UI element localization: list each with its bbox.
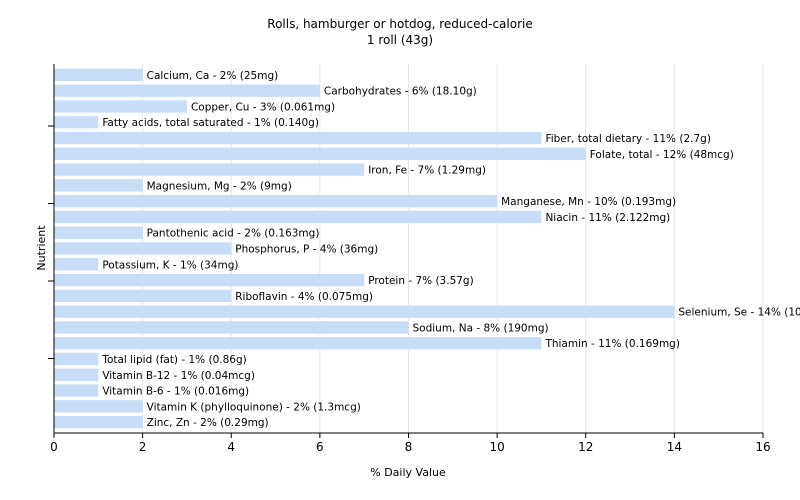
bar	[54, 305, 675, 318]
bar-label: Folate, total - 12% (48mcg)	[590, 149, 734, 161]
bar-label: Iron, Fe - 7% (1.29mg)	[368, 165, 486, 177]
y-axis-title: Nutrient	[35, 225, 48, 271]
x-axis-title: % Daily Value	[370, 466, 446, 479]
bar	[54, 352, 99, 366]
bar	[54, 368, 99, 381]
x-tick-label: 2	[139, 440, 147, 454]
bar-label: Vitamin B-12 - 1% (0.04mcg)	[102, 370, 255, 382]
bar-label: Riboflavin - 4% (0.075mg)	[235, 291, 373, 303]
bar	[54, 84, 320, 97]
bar-label: Sodium, Na - 8% (190mg)	[413, 322, 549, 334]
bar-label: Vitamin B-6 - 1% (0.016mg)	[102, 386, 249, 398]
bar-label: Copper, Cu - 3% (0.061mg)	[191, 101, 335, 113]
bar-label: Vitamin K (phylloquinone) - 2% (1.3mcg)	[147, 401, 361, 413]
bars	[54, 68, 675, 429]
bar-label: Thiamin - 11% (0.169mg)	[544, 338, 680, 350]
bar	[54, 400, 143, 413]
bar	[54, 147, 586, 160]
chart-title-block: Rolls, hamburger or hotdog, reduced-calo…	[0, 16, 800, 48]
x-tick-label: 4	[227, 440, 235, 454]
chart-title: Rolls, hamburger or hotdog, reduced-calo…	[267, 17, 533, 31]
bar	[54, 337, 542, 350]
bar-label: Selenium, Se - 14% (10.1mcg)	[678, 307, 800, 319]
bar-label: Magnesium, Mg - 2% (9mg)	[147, 180, 292, 192]
bar-label: Manganese, Mn - 10% (0.193mg)	[501, 196, 676, 208]
bar-label: Fatty acids, total saturated - 1% (0.140…	[102, 117, 319, 129]
bar	[54, 163, 365, 176]
bar-label: Niacin - 11% (2.122mg)	[545, 212, 670, 224]
bar-label: Total lipid (fat) - 1% (0.86g)	[101, 354, 246, 366]
bar	[54, 100, 187, 113]
x-tick-label: 16	[755, 440, 770, 454]
bar	[54, 210, 542, 224]
bar	[54, 116, 99, 129]
x-tick-label: 6	[316, 440, 324, 454]
x-tick-label: 14	[667, 440, 682, 454]
x-tick-label: 0	[50, 440, 58, 454]
bar	[54, 68, 143, 82]
chart-subtitle: 1 roll (43g)	[366, 33, 434, 47]
bar	[54, 321, 409, 334]
bar	[54, 273, 365, 287]
x-tick-label: 12	[578, 440, 593, 454]
bar-labels: Calcium, Ca - 2% (25mg) Carbohydrates - 6…	[101, 70, 800, 429]
bar-label: Carbohydrates - 6% (18.10g)	[324, 86, 477, 98]
bar	[54, 179, 143, 192]
bar	[54, 258, 99, 271]
bar	[54, 415, 143, 429]
axes: 0 2 4 6 8 10 12 14 16	[48, 64, 771, 454]
bar-label: Phosphorus, P - 4% (36mg)	[235, 244, 378, 256]
x-tick-label: 10	[489, 440, 504, 454]
bar	[54, 226, 143, 239]
grid-lines	[142, 64, 764, 433]
bar	[54, 131, 542, 145]
bar	[54, 384, 99, 397]
bar-label: Zinc, Zn - 2% (0.29mg)	[147, 417, 269, 429]
bar-label: Protein - 7% (3.57g)	[368, 275, 474, 287]
x-tick-label: 8	[405, 440, 413, 454]
bar	[54, 242, 232, 255]
bar-label: Fiber, total dietary - 11% (2.7g)	[545, 133, 710, 145]
bar-label: Pantothenic acid - 2% (0.163mg)	[147, 228, 320, 240]
bar	[54, 289, 232, 303]
bar-label: Calcium, Ca - 2% (25mg)	[147, 70, 279, 82]
bar	[54, 194, 498, 208]
bar-label: Potassium, K - 1% (34mg)	[102, 259, 238, 271]
